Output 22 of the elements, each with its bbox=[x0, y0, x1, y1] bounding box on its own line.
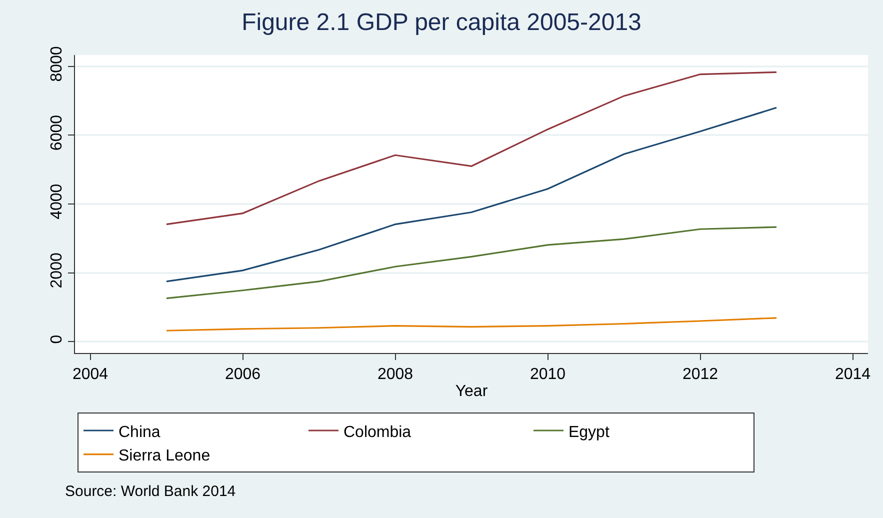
line-series bbox=[166, 106, 778, 282]
chart-title: Figure 2.1 GDP per capita 2005-2013 bbox=[242, 8, 642, 36]
legend-label: Sierra Leone bbox=[118, 448, 210, 465]
line-series bbox=[166, 71, 778, 226]
x-tick-label: 2008 bbox=[377, 366, 414, 384]
y-tick-label: 2000 bbox=[48, 252, 66, 288]
source-note: Source: World Bank 2014 bbox=[65, 483, 236, 500]
legend-label: Egypt bbox=[568, 424, 610, 441]
legend-label: China bbox=[118, 424, 160, 441]
y-tick-label: 4000 bbox=[48, 184, 66, 220]
x-tick-label: 2004 bbox=[72, 366, 108, 384]
x-axis-title: Year bbox=[455, 382, 488, 400]
legend-label: Colombia bbox=[343, 424, 412, 441]
x-tick-label: 2014 bbox=[834, 366, 871, 384]
line-series bbox=[166, 317, 778, 332]
y-tick-label: 6000 bbox=[48, 114, 66, 151]
y-tick-label: 0 bbox=[48, 334, 66, 344]
y-tick-label: 8000 bbox=[48, 46, 66, 82]
x-tick-label: 2010 bbox=[530, 366, 566, 384]
x-tick-label: 2012 bbox=[682, 366, 718, 384]
x-tick-label: 2006 bbox=[224, 366, 261, 384]
line-series bbox=[166, 226, 778, 300]
